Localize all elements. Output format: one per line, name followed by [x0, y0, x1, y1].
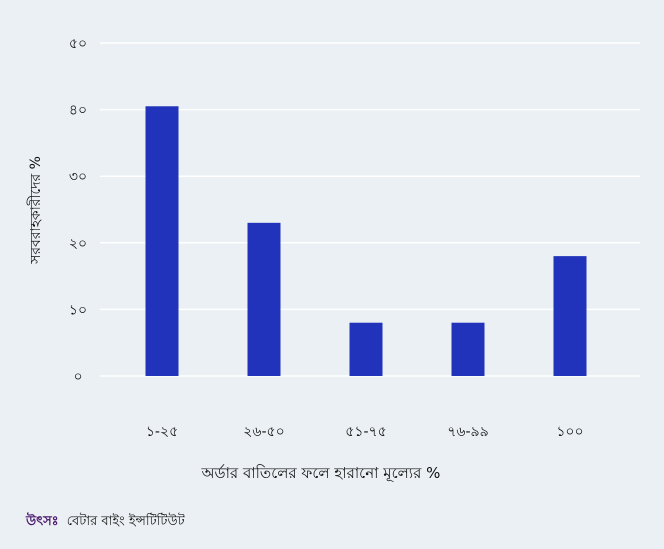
bar [451, 322, 485, 376]
y-tick-label: ৪০ [69, 103, 87, 119]
source-value: বেটার বাইং ইন্সটিটিউট [66, 514, 185, 529]
bar [247, 222, 281, 376]
bar [553, 256, 587, 376]
bar-chart: ০ ১০ ২০ ৩০ ৪০ ৫০ ১-২৫ ২৬-৫০ ৫১-৭৫ ৭৬-৯৯ ১০০ অর্ডা… [27, 36, 640, 483]
source-label: উৎসঃ [26, 514, 59, 529]
y-tick-label: ৩০ [69, 169, 87, 185]
bars [145, 106, 587, 377]
bar [349, 322, 383, 376]
y-axis-label: সরবরাহকারীদের % [27, 156, 44, 265]
y-tick-label: ২০ [69, 236, 87, 252]
x-axis-ticks: ১-২৫ ২৬-৫০ ৫১-৭৫ ৭৬-৯৯ ১০০ [146, 424, 584, 440]
x-axis-label: অর্ডার বাতিলের ফলে হারানো মূল্যের % [201, 464, 441, 483]
x-tick-label: ৫১-৭৫ [345, 424, 386, 440]
y-axis-ticks: ০ ১০ ২০ ৩০ ৪০ ৫০ [69, 36, 87, 385]
x-tick-label: ১০০ [556, 424, 583, 440]
x-tick-label: ৭৬-৯৯ [447, 424, 488, 440]
y-tick-label: ০ [73, 369, 82, 385]
bar [145, 106, 179, 377]
y-tick-label: ১০ [69, 302, 87, 318]
source-note: উৎসঃ বেটার বাইং ইন্সটিটিউট [26, 512, 185, 533]
x-tick-label: ১-২৫ [146, 424, 178, 440]
x-tick-label: ২৬-৫০ [243, 424, 284, 440]
y-tick-label: ৫০ [69, 36, 87, 52]
grid-lines [100, 42, 640, 377]
